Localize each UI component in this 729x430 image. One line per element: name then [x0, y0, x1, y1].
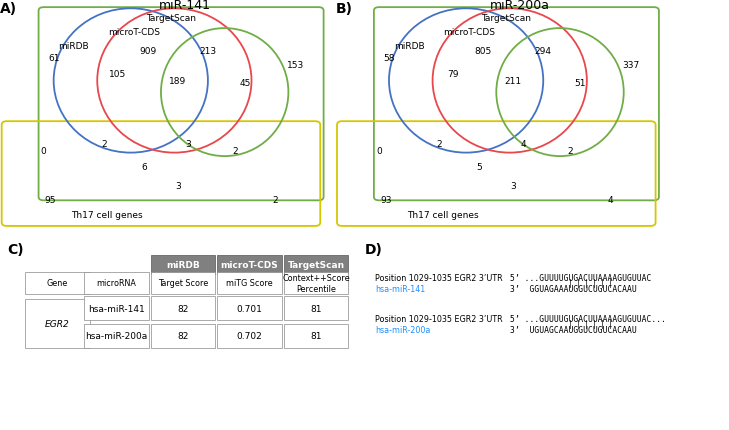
Text: 805: 805 [475, 46, 491, 55]
Text: 95: 95 [44, 195, 56, 204]
FancyBboxPatch shape [217, 272, 282, 295]
Text: 294: 294 [535, 46, 552, 55]
FancyBboxPatch shape [217, 255, 282, 274]
Text: |: | [592, 319, 597, 329]
Text: TargetScan: TargetScan [287, 260, 345, 269]
Text: EGR2: EGR2 [44, 319, 69, 328]
Text: Target Score: Target Score [158, 279, 208, 288]
Text: microT-CDS: microT-CDS [108, 28, 160, 37]
Text: 81: 81 [311, 304, 321, 313]
Text: 4: 4 [607, 195, 613, 204]
Text: 3: 3 [175, 181, 181, 190]
Text: 79: 79 [447, 70, 459, 79]
FancyBboxPatch shape [25, 272, 90, 295]
Text: 909: 909 [139, 46, 156, 55]
Text: TargetScan: TargetScan [481, 14, 531, 23]
FancyBboxPatch shape [25, 299, 90, 348]
Text: |: | [576, 279, 581, 288]
FancyBboxPatch shape [284, 272, 348, 295]
Text: 2: 2 [437, 139, 442, 148]
FancyBboxPatch shape [217, 296, 282, 320]
Text: 0.702: 0.702 [237, 332, 262, 341]
Text: Context++Score
Percentile: Context++Score Percentile [282, 273, 350, 293]
Text: TargetScan: TargetScan [146, 14, 196, 23]
Text: Position 1029-1035 EGR2 3’UTR: Position 1029-1035 EGR2 3’UTR [375, 314, 503, 323]
Text: Th17 cell genes: Th17 cell genes [71, 210, 143, 219]
Text: 2: 2 [272, 195, 278, 204]
FancyBboxPatch shape [151, 324, 216, 348]
Text: miTG Score: miTG Score [226, 279, 273, 288]
Text: 93: 93 [380, 195, 391, 204]
Text: Position 1029-1035 EGR2 3’UTR: Position 1029-1035 EGR2 3’UTR [375, 273, 503, 282]
Text: 2: 2 [567, 147, 573, 155]
Text: 105: 105 [109, 70, 126, 79]
Text: 3: 3 [510, 181, 516, 190]
Text: 58: 58 [383, 54, 394, 62]
Text: microT-CDS: microT-CDS [221, 260, 278, 269]
Text: 0.701: 0.701 [237, 304, 262, 313]
Text: 81: 81 [311, 332, 321, 341]
Text: hsa-miR-141: hsa-miR-141 [375, 284, 426, 293]
Text: 5’ ...GUUUUGUGACUUAAAAGUGUUAC: 5’ ...GUUUUGUGACUUAAAAGUGUUAC [510, 273, 652, 282]
Text: 3’  GGUAGAAAUGGUCUGUCACAAU: 3’ GGUAGAAAUGGUCUGUCACAAU [510, 284, 637, 293]
Text: 4: 4 [521, 139, 526, 148]
Text: B): B) [335, 2, 352, 16]
Text: miR-200a: miR-200a [490, 0, 550, 12]
Text: C): C) [7, 243, 24, 257]
Text: Th17 cell genes: Th17 cell genes [407, 210, 478, 219]
Text: |: | [568, 279, 573, 288]
Text: miR-141: miR-141 [158, 0, 211, 12]
Text: 189: 189 [169, 77, 187, 86]
Text: |: | [592, 279, 597, 288]
Text: A): A) [0, 2, 17, 16]
Text: |: | [600, 279, 605, 288]
FancyBboxPatch shape [85, 272, 149, 295]
Text: 2: 2 [232, 147, 238, 155]
Text: 51: 51 [574, 79, 586, 88]
Text: 3: 3 [185, 139, 191, 148]
FancyBboxPatch shape [85, 324, 149, 348]
Text: miRDB: miRDB [394, 42, 424, 51]
Text: 211: 211 [504, 77, 522, 86]
Text: Gene: Gene [47, 279, 68, 288]
Text: 82: 82 [177, 304, 189, 313]
Text: 337: 337 [622, 61, 639, 70]
Text: miRDB: miRDB [58, 42, 89, 51]
FancyBboxPatch shape [151, 272, 216, 295]
Text: 153: 153 [286, 61, 304, 70]
Text: |: | [600, 319, 605, 329]
Text: |: | [584, 319, 589, 329]
Text: 5’ ...GUUUUGUGACUUAAAAGUGUUAC...: 5’ ...GUUUUGUGACUUAAAAGUGUUAC... [510, 314, 666, 323]
Text: hsa-miR-200a: hsa-miR-200a [375, 325, 431, 334]
Text: 3’  UGUAGCAAUGGUCUGUCACAAU: 3’ UGUAGCAAUGGUCUGUCACAAU [510, 325, 637, 334]
Text: |: | [568, 319, 573, 329]
Text: |: | [584, 279, 589, 288]
Text: 82: 82 [177, 332, 189, 341]
FancyBboxPatch shape [284, 324, 348, 348]
Text: 213: 213 [199, 46, 217, 55]
Text: |: | [608, 319, 613, 329]
FancyBboxPatch shape [284, 296, 348, 320]
Text: D): D) [364, 243, 383, 257]
FancyBboxPatch shape [151, 255, 216, 274]
Text: 45: 45 [239, 79, 251, 88]
FancyBboxPatch shape [151, 296, 216, 320]
Text: microRNA: microRNA [97, 279, 136, 288]
Text: miRDB: miRDB [166, 260, 200, 269]
Text: 6: 6 [141, 163, 147, 172]
Text: hsa-miR-200a: hsa-miR-200a [85, 332, 148, 341]
Text: |: | [608, 279, 613, 288]
FancyBboxPatch shape [85, 296, 149, 320]
FancyBboxPatch shape [217, 324, 282, 348]
Text: 0: 0 [376, 147, 382, 155]
Text: 61: 61 [48, 54, 59, 62]
Text: |: | [576, 319, 581, 329]
Text: hsa-miR-141: hsa-miR-141 [88, 304, 145, 313]
Text: 2: 2 [101, 139, 106, 148]
Text: 0: 0 [41, 147, 47, 155]
Text: microT-CDS: microT-CDS [443, 28, 496, 37]
FancyBboxPatch shape [284, 255, 348, 274]
Text: 5: 5 [477, 163, 483, 172]
